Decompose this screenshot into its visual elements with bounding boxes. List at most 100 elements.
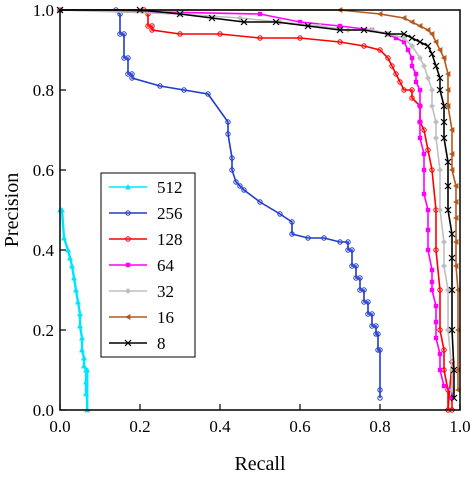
series-8-point-10 bbox=[400, 30, 408, 38]
series-128-point-22 bbox=[421, 127, 427, 133]
series-512-point-4 bbox=[67, 255, 73, 261]
series-16-point-23 bbox=[455, 327, 461, 333]
series-16-point-25 bbox=[455, 387, 461, 393]
legend-marker-128 bbox=[125, 236, 131, 242]
series-32-point-22 bbox=[445, 327, 451, 333]
series-32-point-14 bbox=[429, 103, 435, 109]
series-256-point-15 bbox=[229, 155, 235, 161]
series-8-point-27 bbox=[448, 326, 456, 334]
series-8-point-2 bbox=[176, 10, 184, 18]
series-64-point-1 bbox=[257, 11, 263, 17]
series-32-point-9 bbox=[409, 43, 415, 49]
series-128-point-5 bbox=[149, 27, 155, 33]
series-128-point-29 bbox=[441, 347, 447, 353]
series-8-point-8 bbox=[360, 26, 368, 34]
series-256-point-37 bbox=[365, 299, 371, 305]
series-256-point-16 bbox=[229, 167, 235, 173]
series-512-point-18 bbox=[84, 367, 91, 373]
series-256-point-33 bbox=[357, 275, 363, 281]
legend-item-512: 512 bbox=[109, 178, 183, 197]
series-256-point-27 bbox=[345, 239, 351, 245]
series-128-point-26 bbox=[433, 247, 439, 253]
series-64-point-11 bbox=[413, 71, 419, 77]
series-256-point-18 bbox=[237, 183, 243, 189]
series-32-point-8 bbox=[401, 35, 407, 41]
series-32-point-15 bbox=[433, 119, 439, 125]
legend-item-16: 16 bbox=[109, 308, 174, 327]
series-512 bbox=[57, 207, 91, 413]
series-256-point-47 bbox=[377, 395, 383, 401]
series-line-8 bbox=[60, 9, 455, 398]
series-256-point-6 bbox=[125, 55, 131, 61]
series-32-point-17 bbox=[437, 167, 443, 173]
series-8-point-15 bbox=[432, 62, 440, 70]
series-64-point-29 bbox=[437, 351, 443, 357]
series-256-point-20 bbox=[257, 199, 263, 205]
series-128-point-16 bbox=[397, 79, 403, 85]
series-512-point-9 bbox=[77, 311, 83, 317]
series-8-point-7 bbox=[336, 26, 344, 34]
series-64-point-9 bbox=[409, 55, 415, 61]
series-128-point-15 bbox=[393, 71, 399, 77]
series-256-point-17 bbox=[233, 179, 239, 185]
series-256-point-23 bbox=[289, 231, 295, 237]
series-256-point-26 bbox=[337, 239, 343, 245]
series-16-point-8 bbox=[433, 39, 439, 45]
series-64-point-2 bbox=[297, 19, 303, 25]
series-256-point-42 bbox=[373, 331, 379, 337]
series-128-point-17 bbox=[401, 87, 407, 93]
legend-item-64: 64 bbox=[109, 256, 175, 275]
series-128-point-11 bbox=[361, 43, 367, 49]
y-axis-label: Precision bbox=[1, 173, 23, 247]
series-512-point-6 bbox=[71, 275, 77, 281]
series-32-point-10 bbox=[417, 55, 423, 61]
series-8-point-26 bbox=[448, 286, 456, 294]
series-64-point-8 bbox=[405, 47, 411, 53]
series-512-point-11 bbox=[79, 335, 85, 341]
series-256-point-45 bbox=[377, 347, 383, 353]
plot-frame bbox=[59, 9, 461, 411]
series-8-point-6 bbox=[304, 22, 312, 30]
series-64-point-23 bbox=[429, 267, 435, 273]
series-64-point-25 bbox=[429, 287, 435, 293]
y-tick-label-1: 0.2 bbox=[33, 321, 54, 340]
series-8-point-12 bbox=[416, 38, 424, 46]
series-128-point-9 bbox=[297, 35, 303, 41]
series-128-point-27 bbox=[437, 287, 443, 293]
series-64-point-19 bbox=[421, 191, 427, 197]
series-64-point-26 bbox=[433, 303, 439, 309]
legend-label-256: 256 bbox=[157, 204, 183, 223]
series-256-point-19 bbox=[241, 187, 247, 193]
series-128-point-23 bbox=[425, 147, 431, 153]
series-128-point-28 bbox=[437, 327, 443, 333]
x-tick-label-1: 0.2 bbox=[129, 417, 150, 436]
series-8-point-22 bbox=[444, 182, 452, 190]
series-64-point-13 bbox=[417, 87, 423, 93]
series-128-point-8 bbox=[257, 35, 263, 41]
series-256-point-4 bbox=[121, 31, 127, 37]
series-256-point-35 bbox=[361, 287, 367, 293]
series-32-point-18 bbox=[437, 207, 443, 213]
series-16-point-18 bbox=[453, 199, 459, 205]
series-512-point-5 bbox=[69, 263, 75, 269]
series-32-point-20 bbox=[441, 263, 447, 269]
series-8-point-9 bbox=[384, 30, 392, 38]
series-128-point-10 bbox=[337, 39, 343, 45]
series-32-point-12 bbox=[425, 75, 431, 81]
series-128-point-12 bbox=[377, 47, 383, 53]
legend-marker-256 bbox=[125, 210, 131, 216]
series-512-point-14 bbox=[81, 363, 87, 369]
series-512-point-8 bbox=[75, 299, 81, 305]
series-16-point-6 bbox=[425, 27, 431, 33]
series-16-point-16 bbox=[449, 167, 455, 173]
series-256-point-9 bbox=[129, 75, 135, 81]
series-64-point-21 bbox=[425, 227, 431, 233]
series-16-point-3 bbox=[401, 15, 407, 21]
x-tick-label-5: 1.0 bbox=[449, 417, 470, 436]
series-8 bbox=[56, 6, 458, 402]
series-512-point-2 bbox=[61, 235, 67, 241]
series-64-point-10 bbox=[409, 63, 415, 69]
y-tick-label-3: 0.6 bbox=[33, 161, 54, 180]
y-tick-label-4: 0.8 bbox=[33, 81, 54, 100]
series-16-point-15 bbox=[449, 151, 455, 157]
